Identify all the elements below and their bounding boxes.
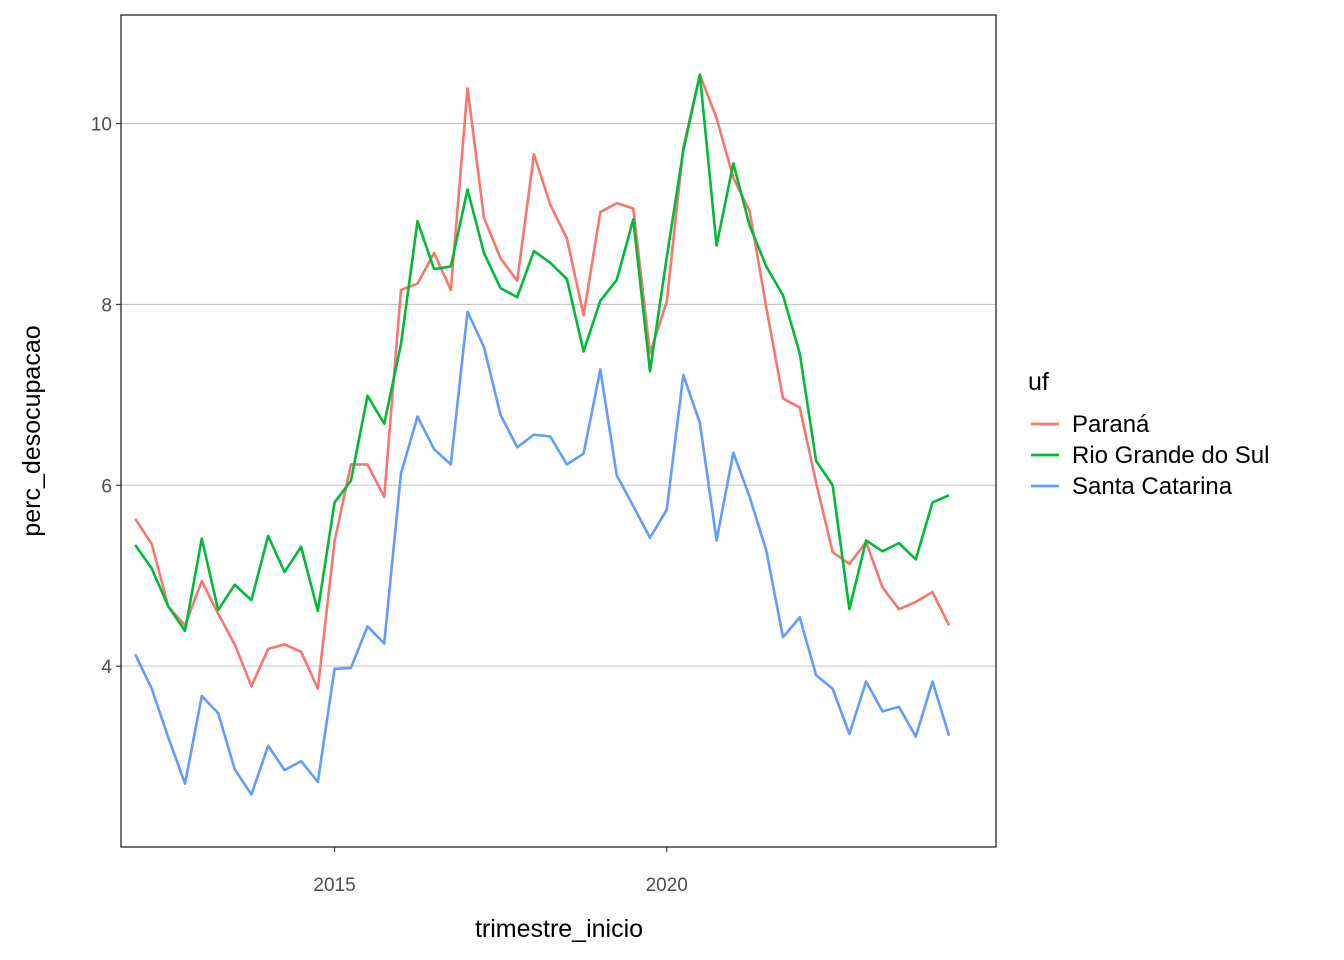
x-axis-title: trimestre_inicio <box>475 915 643 943</box>
y-axis-title: perc_desocupacao <box>18 325 46 536</box>
legend-label-rio-grande-do-sul: Rio Grande do Sul <box>1072 442 1269 469</box>
series-line-santa-catarina <box>134 310 951 796</box>
x-tick-label: 2020 <box>646 875 688 896</box>
y-tick-label: 8 <box>101 295 112 316</box>
legend-label-parana: Paraná <box>1072 411 1150 438</box>
series-line-parana <box>134 73 951 691</box>
y-axis: 4 6 8 10 <box>91 115 121 678</box>
series-lines <box>134 73 951 796</box>
x-axis: 2015 2020 <box>313 847 688 896</box>
legend: uf Paraná Rio Grande do Sul Santa Catarina <box>1028 368 1269 500</box>
y-tick-label: 4 <box>101 657 112 678</box>
series-line-rio-grande-do-sul <box>134 73 950 633</box>
x-tick-label: 2015 <box>313 875 355 896</box>
gridlines <box>121 122 996 667</box>
panel-border <box>120 14 997 848</box>
legend-title: uf <box>1028 368 1049 396</box>
legend-label-santa-catarina: Santa Catarina <box>1072 473 1233 500</box>
y-tick-label: 10 <box>91 115 112 136</box>
y-tick-label: 6 <box>101 476 112 497</box>
